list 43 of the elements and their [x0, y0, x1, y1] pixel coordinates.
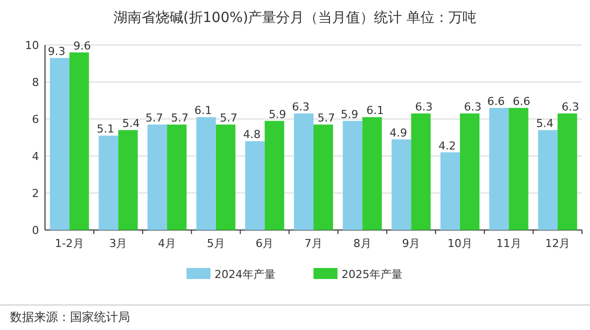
y-tick-label: 4: [32, 150, 39, 163]
legend-label: 2024年产量: [214, 268, 276, 281]
data-label: 6.6: [487, 94, 505, 108]
data-label: 6.3: [464, 100, 482, 114]
legend-label: 2025年产量: [342, 268, 402, 281]
y-tick-label: 6: [32, 113, 39, 126]
chart-title: 湖南省烧碱(折100%)产量分月（当月值）统计 单位：万吨: [113, 10, 477, 26]
data-label: 6.1: [366, 104, 384, 118]
y-tick-label: 2: [32, 187, 39, 200]
source-note: 数据来源：国家统计局: [10, 310, 130, 324]
x-tick-label: 5月: [206, 237, 225, 250]
x-tick-label: 4月: [158, 237, 176, 250]
data-label: 5.4: [122, 117, 140, 130]
y-tick-label: 10: [25, 39, 39, 52]
data-label: 5.7: [220, 112, 238, 125]
x-tick-label: 8月: [353, 237, 372, 250]
data-label: 5.9: [340, 108, 358, 121]
data-label: 9.6: [73, 39, 91, 52]
data-label: 4.8: [243, 128, 261, 142]
data-label: 5.1: [96, 122, 114, 136]
data-label: 9.3: [48, 44, 66, 58]
data-label: 4.2: [438, 139, 456, 152]
data-label: 5.9: [268, 108, 286, 121]
y-tick-label: 0: [32, 224, 39, 237]
data-label: 6.6: [512, 94, 530, 108]
data-label: 4.9: [390, 126, 408, 140]
y-tick-label: 8: [32, 76, 39, 89]
x-tick-label: 7月: [304, 237, 322, 250]
data-label: 5.7: [146, 112, 164, 125]
data-label: 5.4: [536, 117, 554, 130]
x-tick-label: 6月: [256, 237, 274, 250]
data-label: 6.3: [415, 100, 433, 114]
data-label: 5.7: [171, 112, 189, 125]
data-label: 6.3: [562, 100, 580, 114]
x-tick-label: 3月: [109, 237, 128, 250]
x-tick-label: 1-2月: [54, 237, 84, 250]
x-tick-label: 11月: [496, 237, 522, 250]
data-label: 6.3: [292, 100, 310, 114]
data-label: 5.7: [318, 112, 336, 125]
data-label: 6.1: [194, 104, 212, 118]
x-tick-label: 9月: [402, 237, 420, 250]
x-tick-label: 12月: [545, 237, 570, 250]
x-tick-label: 10月: [447, 237, 472, 250]
